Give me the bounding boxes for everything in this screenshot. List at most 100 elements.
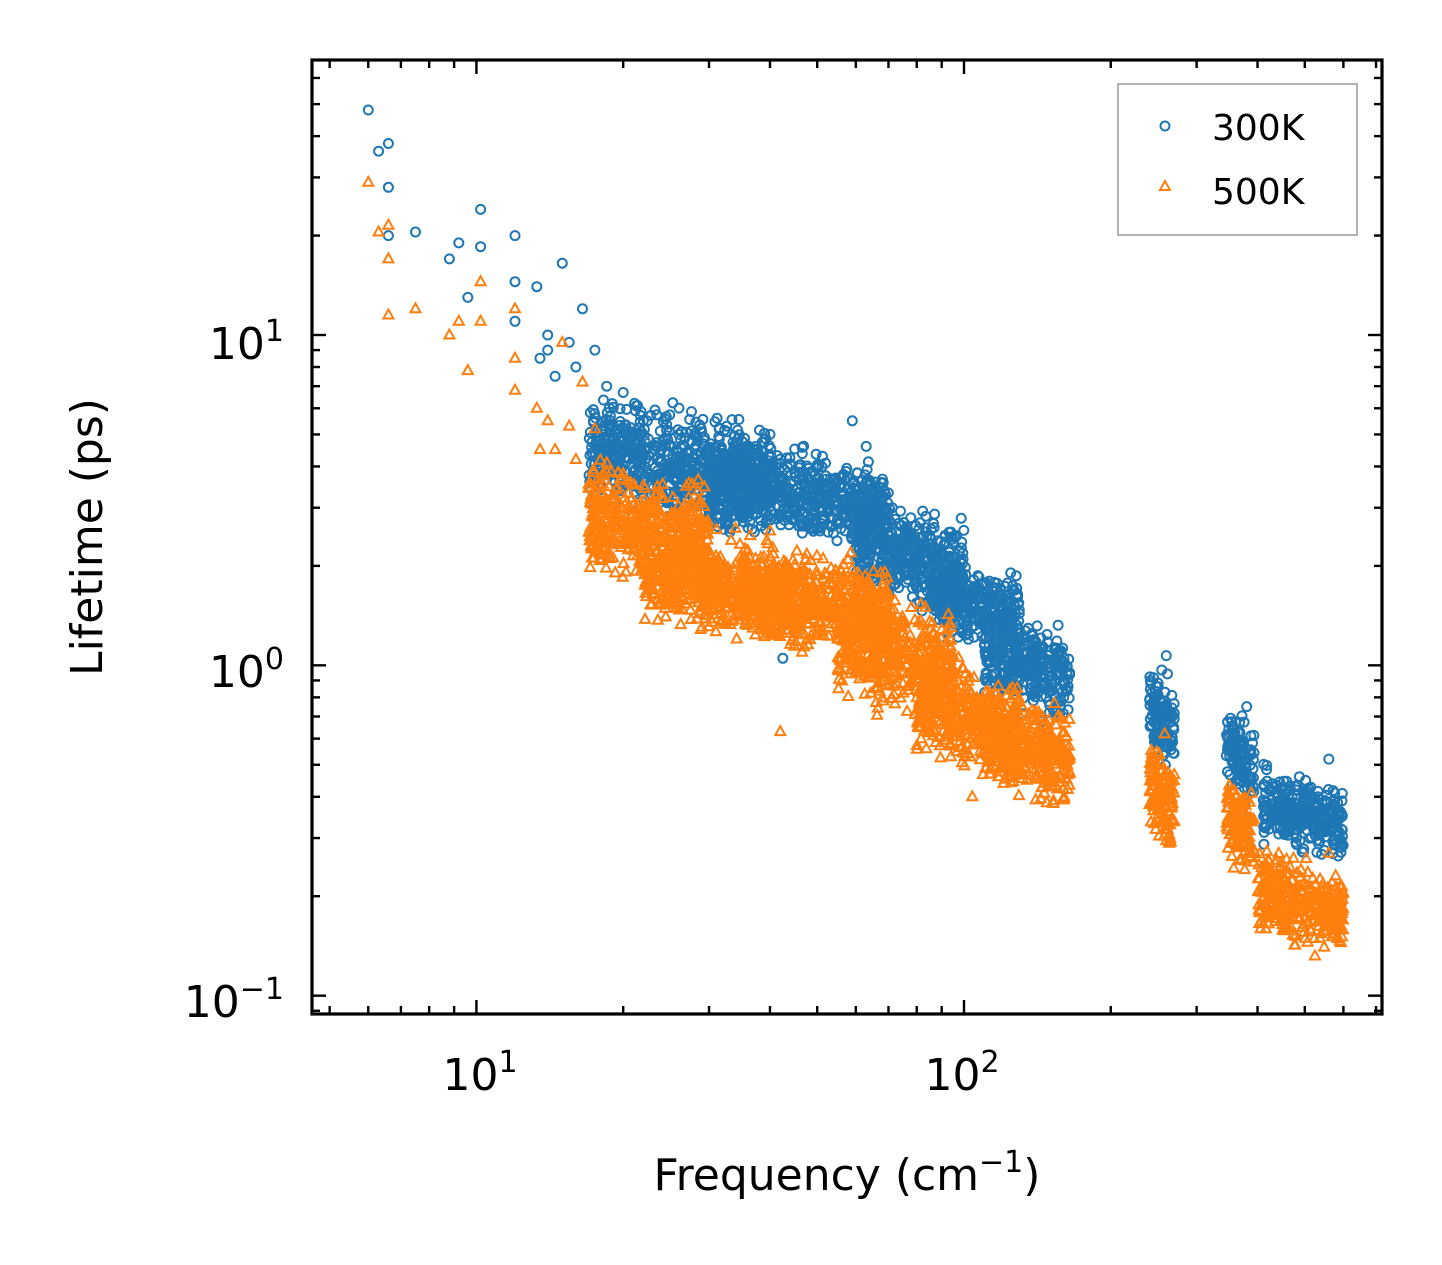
data-point-300k xyxy=(764,464,776,476)
data-point-300k xyxy=(774,510,786,522)
data-point-300k xyxy=(868,497,880,509)
data-point-300k xyxy=(443,253,455,265)
data-point-300k xyxy=(886,527,898,539)
data-point-300k xyxy=(804,519,815,530)
data-point-300k xyxy=(765,478,776,490)
data-point-300k xyxy=(1026,628,1038,639)
data-point-300k xyxy=(462,291,474,303)
data-point-300k xyxy=(721,420,733,432)
data-point-300k xyxy=(1005,632,1017,644)
data-point-300k xyxy=(733,414,745,425)
data-point-300k xyxy=(807,509,819,521)
data-point-300k xyxy=(810,480,822,492)
data-point-300k xyxy=(946,569,958,581)
data-point-300k xyxy=(531,281,543,293)
data-point-300k xyxy=(1160,650,1172,662)
data-point-300k xyxy=(933,559,945,571)
data-point-300k xyxy=(1018,665,1030,677)
data-point-300k xyxy=(1162,739,1174,751)
data-point-300k xyxy=(722,515,734,527)
data-point-300k xyxy=(723,476,735,488)
data-point-300k xyxy=(587,404,599,416)
data-point-300k xyxy=(614,403,626,415)
data-point-300k xyxy=(635,426,647,438)
data-point-300k xyxy=(811,473,823,485)
data-point-300k xyxy=(873,537,885,549)
data-point-300k xyxy=(783,486,795,498)
data-point-300k xyxy=(1164,711,1175,723)
data-point-300k xyxy=(709,416,721,428)
data-point-300k xyxy=(907,568,918,580)
data-point-300k xyxy=(897,557,909,569)
data-point-300k xyxy=(862,456,874,468)
data-point-300k xyxy=(950,602,962,614)
data-point-300k xyxy=(875,476,887,488)
data-point-300k xyxy=(922,552,934,564)
data-point-500k xyxy=(616,556,631,569)
data-point-300k xyxy=(1013,608,1025,619)
scatter-points-layer xyxy=(361,104,1350,961)
data-point-300k xyxy=(852,490,864,502)
data-point-300k xyxy=(630,400,642,412)
data-point-300k xyxy=(972,581,984,593)
data-point-300k xyxy=(1025,653,1037,665)
data-point-300k xyxy=(1032,673,1044,685)
data-point-300k xyxy=(660,411,672,423)
data-point-300k xyxy=(1158,722,1170,734)
data-point-300k xyxy=(727,452,739,464)
data-point-300k xyxy=(724,492,736,504)
data-point-300k xyxy=(891,536,903,548)
data-point-500k xyxy=(730,631,744,644)
data-point-300k xyxy=(570,361,582,373)
data-point-300k xyxy=(1222,716,1234,728)
data-point-500k xyxy=(638,611,652,624)
data-point-300k xyxy=(663,467,674,479)
data-point-300k xyxy=(382,181,394,193)
data-point-300k xyxy=(1224,742,1236,754)
data-point-300k xyxy=(734,509,745,520)
data-point-300k xyxy=(893,572,905,584)
data-point-300k xyxy=(684,414,696,425)
data-point-300k xyxy=(629,405,641,417)
data-point-300k xyxy=(758,470,770,482)
data-point-300k xyxy=(629,463,641,475)
data-point-300k xyxy=(1146,710,1158,722)
data-point-300k xyxy=(1064,667,1076,679)
data-point-300k xyxy=(789,468,801,479)
data-point-300k xyxy=(1152,677,1164,689)
data-point-300k xyxy=(715,471,727,483)
data-point-300k xyxy=(863,527,875,539)
data-point-300k xyxy=(1245,730,1257,742)
data-point-300k xyxy=(649,404,661,416)
data-point-300k xyxy=(840,466,852,477)
data-point-300k xyxy=(906,540,918,552)
data-point-300k xyxy=(861,464,873,476)
data-point-300k xyxy=(796,527,808,539)
data-point-300k xyxy=(823,504,835,516)
data-point-300k xyxy=(886,545,898,557)
data-point-300k xyxy=(955,512,967,524)
data-point-300k xyxy=(789,500,801,512)
data-point-300k xyxy=(475,203,487,215)
data-point-300k xyxy=(828,477,840,489)
data-point-300k xyxy=(684,446,696,458)
data-point-300k xyxy=(905,512,917,524)
data-point-300k xyxy=(603,433,615,445)
data-point-300k xyxy=(1165,734,1177,746)
data-point-300k xyxy=(556,257,568,269)
data-point-300k xyxy=(970,606,982,618)
data-point-300k xyxy=(1247,754,1259,766)
data-point-500k xyxy=(608,565,622,578)
data-point-300k xyxy=(743,442,755,454)
data-point-300k xyxy=(937,578,949,589)
data-point-300k xyxy=(928,522,940,533)
data-point-300k xyxy=(860,440,872,452)
data-point-300k xyxy=(750,483,761,495)
data-point-300k xyxy=(978,618,990,630)
data-point-300k xyxy=(656,456,667,468)
data-point-300k xyxy=(689,427,701,439)
data-point-300k xyxy=(710,462,722,474)
data-point-300k xyxy=(1010,570,1022,582)
data-point-300k xyxy=(542,329,554,341)
